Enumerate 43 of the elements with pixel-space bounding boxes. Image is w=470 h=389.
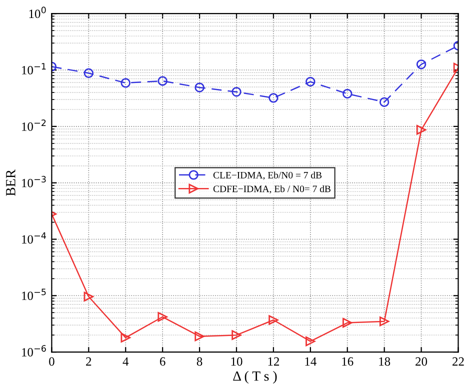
point — [158, 312, 168, 322]
y-axis-title: BER — [6, 169, 16, 196]
point — [416, 59, 426, 70]
y-tick-label: 10$^{0}$ — [29, 6, 46, 18]
x-tick-label: 10 — [231, 357, 242, 366]
y-tick-label: 10$^{−4}$ — [22, 232, 46, 244]
x-tick-label: 0 — [49, 357, 54, 366]
x-tick-label: 8 — [196, 357, 202, 366]
point — [194, 82, 204, 92]
x-tick-label: 16 — [342, 357, 354, 366]
point — [232, 330, 242, 340]
point — [84, 292, 94, 302]
point — [194, 331, 204, 342]
x-tick-label: 12 — [268, 357, 280, 366]
x-axis-title: Δ ( T s ) — [233, 371, 277, 384]
point — [306, 336, 316, 346]
point — [379, 316, 390, 326]
y-tick-label: 10$^{−6}$ — [22, 345, 46, 356]
x-tick-label: 6 — [160, 357, 166, 366]
point — [342, 88, 352, 99]
x-tick-label: 2 — [86, 357, 92, 366]
x-tick-label: 22 — [452, 357, 464, 366]
x-tick-label: 18 — [379, 357, 390, 366]
point — [306, 76, 316, 87]
point — [379, 97, 390, 107]
y-tick-label: 10$^{−3}$ — [22, 176, 46, 188]
x-tick-label: 14 — [305, 357, 316, 366]
point — [84, 68, 94, 78]
y-tick-label: 10$^{−1}$ — [22, 63, 46, 74]
point — [120, 78, 130, 88]
legend-label: CLE−IDMA, Eb/N0 = 7 dB — [213, 172, 322, 180]
point — [416, 124, 426, 135]
x-tick-label: 4 — [122, 357, 129, 366]
x-tick-label: 20 — [416, 357, 428, 366]
point — [268, 93, 278, 103]
legend-label: CDFE−IDMA, Eb / N0= 7 dB — [213, 185, 330, 194]
point — [120, 332, 130, 343]
point — [232, 87, 242, 97]
point — [268, 315, 278, 325]
point — [342, 318, 352, 328]
y-tick-label: 10$^{−2}$ — [22, 119, 46, 131]
y-tick-label: 10$^{−5}$ — [22, 288, 46, 300]
point — [158, 76, 168, 86]
